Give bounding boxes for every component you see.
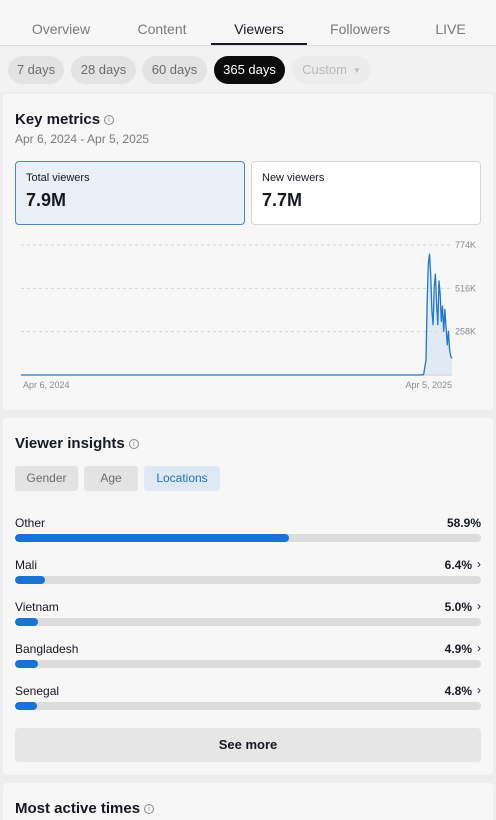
active-tab-indicator [211,43,307,45]
location-name: Other [15,516,46,530]
location-percent: 5.0% [444,600,472,614]
location-bar-fill [15,618,39,626]
location-row-bangladesh[interactable]: Bangladesh 4.9% › [15,641,481,678]
location-bar-track [15,534,481,542]
period-365-days-chip[interactable]: 365 days [214,56,285,84]
gender-tab[interactable]: Gender [15,466,78,491]
location-percent: 6.4% [444,558,472,572]
chart-x-tick-label: Apr 6, 2024 [23,380,70,390]
age-tab[interactable]: Age [84,466,138,491]
info-icon[interactable]: i [128,439,139,449]
tab-live[interactable]: LIVE [435,21,466,37]
period-60-days-chip[interactable]: 60 days [142,56,207,84]
chart-series-line [21,253,453,376]
period-selector: 7 days 28 days 60 days 365 days Custom ▼ [0,46,496,92]
most-active-times-heading: Most active times i [15,800,155,817]
tab-overview[interactable]: Overview [31,21,91,37]
location-name: Senegal [15,684,60,698]
location-bar-fill [15,534,290,542]
location-bar-track [15,702,481,710]
location-bar-track [15,576,481,584]
location-row-senegal[interactable]: Senegal 4.8% › [15,683,481,720]
location-bar-track [15,660,481,668]
location-row-other: Other 58.9% [15,516,481,552]
location-row-vietnam[interactable]: Vietnam 5.0% › [15,599,481,636]
tab-followers[interactable]: Followers [330,21,390,37]
chart-y-tick-labels: 774K 516K 258K [455,240,476,337]
locations-tab[interactable]: Locations [144,466,220,491]
key-metrics-title: Key metrics [15,111,101,128]
period-28-days-chip[interactable]: 28 days [71,56,136,84]
key-metrics-heading: Key metrics i [15,111,115,128]
tab-content[interactable]: Content [137,21,187,37]
period-custom-label: Custom [302,62,347,77]
chevron-right-icon: › [477,641,481,655]
total-viewers-value: 7.9M [26,190,67,210]
most-active-times-title: Most active times [15,800,141,817]
chart-area-fill [21,254,452,375]
location-row-mali[interactable]: Mali 6.4% › [15,557,481,594]
info-icon[interactable]: i [104,115,115,125]
new-viewers-label: New viewers [262,172,325,184]
chart-x-tick-labels: Apr 6, 2024 Apr 5, 2025 [23,380,452,390]
key-metrics-card: Key metrics i Apr 6, 2024 - Apr 5, 2025 T… [3,94,493,410]
period-custom-chip[interactable]: Custom ▼ [292,56,371,84]
caret-down-icon: ▼ [352,65,361,75]
location-percent: 4.8% [444,684,472,698]
location-name: Bangladesh [15,642,79,656]
analytics-tabs: Overview Content Viewers Followers LIVE [0,0,496,46]
location-name: Mali [15,558,38,572]
chart-y-tick-label: 258K [455,327,476,337]
chart-grid [21,244,452,376]
period-7-days-chip[interactable]: 7 days [8,56,64,84]
chart-x-tick-label: Apr 5, 2025 [405,380,452,390]
chevron-right-icon: › [477,683,481,697]
new-viewers-metric[interactable]: New viewers 7.7M [251,161,481,225]
viewer-insights-card: Viewer insights i Gender Age Locations Ot… [3,418,493,775]
location-percent: 4.9% [444,642,472,656]
location-bar-fill [15,576,45,584]
most-active-times-card: Most active times i [3,783,493,820]
chevron-right-icon: › [477,557,481,571]
total-viewers-label: Total viewers [26,172,90,184]
date-range: Apr 6, 2024 - Apr 5, 2025 [15,132,150,146]
chart-y-tick-label: 516K [455,283,476,293]
tab-viewers[interactable]: Viewers [234,21,284,37]
location-bar-track [15,618,481,626]
info-icon[interactable]: i [144,804,155,814]
new-viewers-value: 7.7M [262,190,303,210]
location-name: Vietnam [15,600,59,614]
see-more-button[interactable]: See more [15,728,481,762]
location-percent: 58.9% [446,516,481,530]
chevron-right-icon: › [477,599,481,613]
viewers-chart: 774K 516K 258K Apr 6, 2024 Apr 5, 2025 [21,240,476,390]
viewer-insights-title: Viewer insights [15,435,125,452]
chart-y-tick-label: 774K [455,240,476,250]
location-bar-fill [15,702,38,710]
viewer-insights-heading: Viewer insights i [15,435,139,452]
total-viewers-metric[interactable]: Total viewers 7.9M [15,161,245,225]
location-bar-fill [15,660,38,668]
